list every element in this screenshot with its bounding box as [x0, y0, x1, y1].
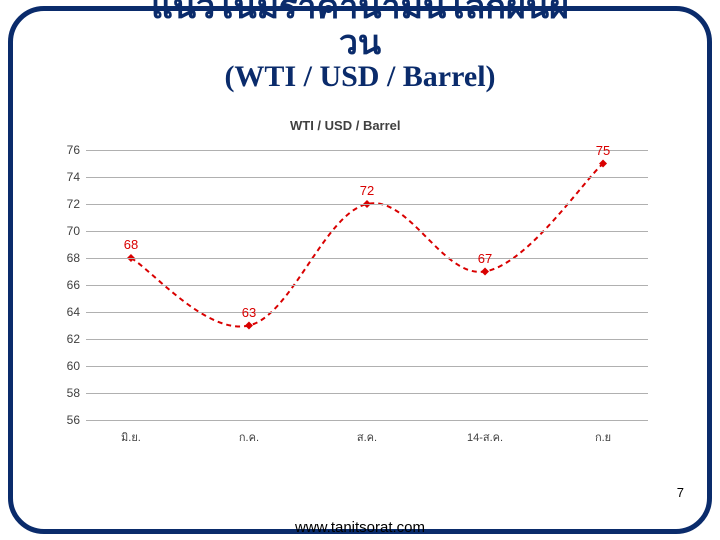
data-point-label: 63: [242, 305, 256, 320]
data-point-label: 72: [360, 183, 374, 198]
x-tick-label: มิ.ย.: [121, 420, 141, 446]
y-tick-label: 66: [67, 278, 86, 292]
y-tick-label: 58: [67, 386, 86, 400]
gridline: [86, 204, 648, 205]
y-tick-label: 62: [67, 332, 86, 346]
series-marker: [245, 322, 253, 330]
y-tick-label: 72: [67, 197, 86, 211]
data-point-label: 67: [478, 251, 492, 266]
y-tick-label: 64: [67, 305, 86, 319]
chart-plot-area: 5658606264666870727476มิ.ย.ก.ค.ส.ค.14-ส.…: [86, 150, 648, 420]
chart-inner-title: WTI / USD / Barrel: [290, 118, 401, 133]
y-tick-label: 60: [67, 359, 86, 373]
gridline: [86, 339, 648, 340]
y-tick-label: 68: [67, 251, 86, 265]
gridline: [86, 312, 648, 313]
title-subtitle: (WTI / USD / Barrel): [0, 61, 720, 93]
gridline: [86, 366, 648, 367]
title-block: แนวโนมราคานามนโลกผนผ วน (WTI / USD / Bar…: [0, 0, 720, 93]
x-tick-label: ก.ค.: [239, 420, 259, 446]
gridline: [86, 177, 648, 178]
series-marker: [481, 268, 489, 276]
y-tick-label: 76: [67, 143, 86, 157]
y-tick-label: 74: [67, 170, 86, 184]
page-number: 7: [677, 485, 684, 500]
y-tick-label: 70: [67, 224, 86, 238]
x-tick-label: ก.ย: [595, 420, 611, 446]
data-point-label: 68: [124, 237, 138, 252]
gridline: [86, 231, 648, 232]
gridline: [86, 285, 648, 286]
gridline: [86, 258, 648, 259]
gridline: [86, 150, 648, 151]
footer-url: www.tanitsorat.com: [295, 519, 425, 536]
title-line-2: วน: [0, 26, 720, 62]
x-tick-label: 14-ส.ค.: [467, 420, 503, 446]
gridline: [86, 393, 648, 394]
x-tick-label: ส.ค.: [357, 420, 377, 446]
data-point-label: 75: [596, 143, 610, 158]
title-line-1: แนวโนมราคานามนโลกผนผ: [0, 0, 720, 26]
y-tick-label: 56: [67, 413, 86, 427]
